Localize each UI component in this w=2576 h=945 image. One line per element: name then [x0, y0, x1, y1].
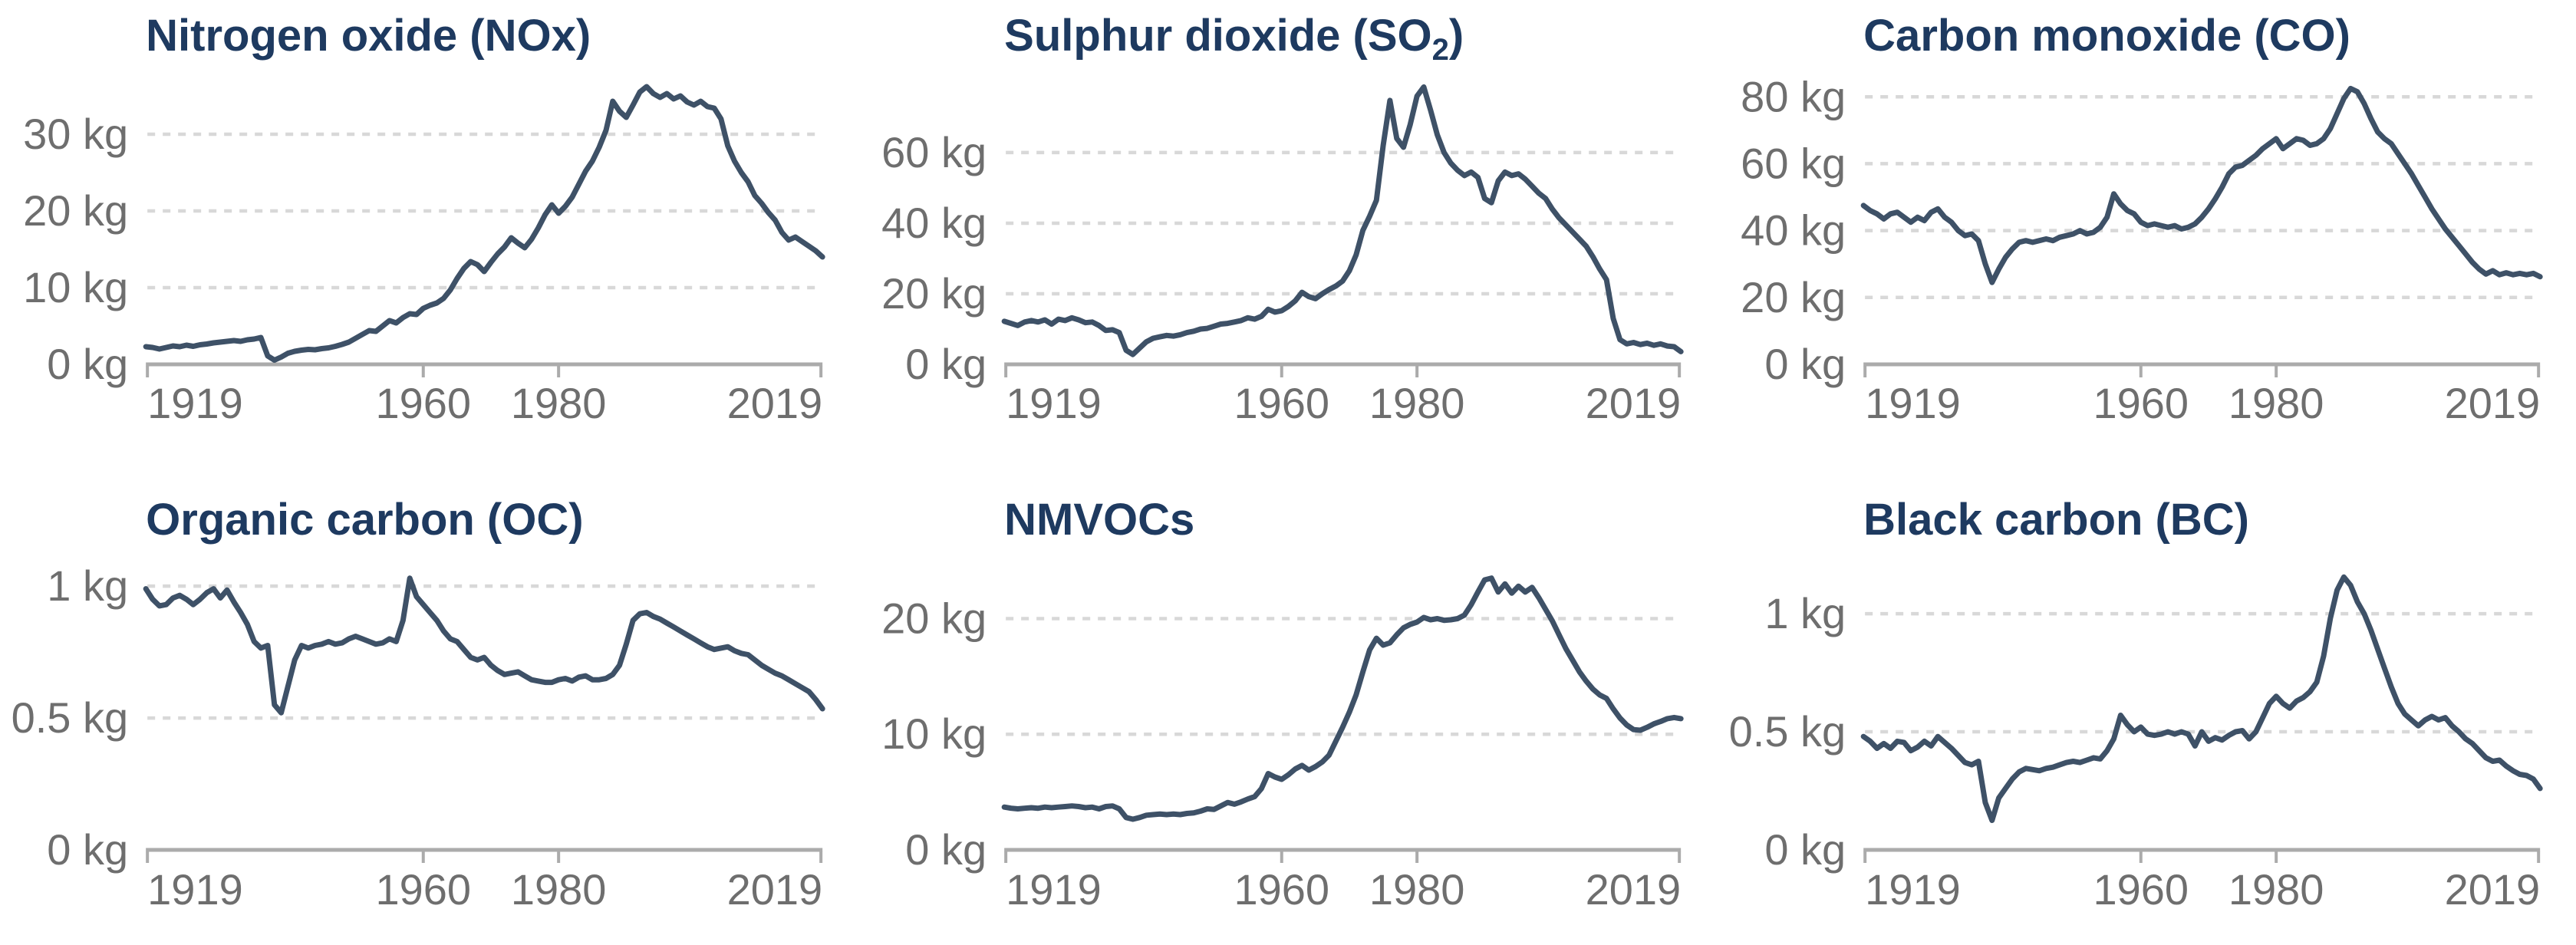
y-tick-label: 60 kg [1741, 139, 1846, 187]
x-tick-label: 1919 [1865, 865, 1961, 914]
x-tick-label: 1919 [1006, 865, 1102, 914]
y-tick-label: 0 kg [1764, 340, 1846, 388]
x-tick-label: 1919 [147, 379, 243, 427]
chart-title: Black carbon (BC) [1863, 495, 2249, 545]
x-tick-label: 1919 [1865, 379, 1961, 427]
x-tick-label: 2019 [1586, 379, 1682, 427]
chart-title: Carbon monoxide (CO) [1863, 11, 2350, 61]
chart-panel-nitrogen-oxide: Nitrogen oxide (NOx) 0 kg 10 kg 20 kg 30 kg… [0, 0, 858, 430]
chart-panel-carbon-monoxide: Carbon monoxide (CO) 0 kg 20 kg 40 kg 60 kg… [1718, 0, 2576, 430]
series-line-bc [1860, 574, 2543, 823]
y-tick-label: 0 kg [1764, 825, 1846, 874]
chart-title: Sulphur dioxide (SO2) [1004, 11, 1464, 67]
plot-area: 0 kg 20 kg 40 kg 60 kg 1919 1960 1980 2019 [881, 84, 1684, 427]
x-tick-label: 1980 [1369, 379, 1465, 427]
y-tick-label: 1 kg [1764, 589, 1846, 637]
sulphur-dioxide-chart: Sulphur dioxide (SO2) 0 kg 20 kg 40 kg 60 k… [881, 11, 1684, 427]
y-tick-label: 10 kg [881, 710, 987, 758]
y-tick-label: 0 kg [47, 340, 128, 388]
series-line-so2 [1001, 84, 1684, 357]
x-tick-label: 2019 [727, 865, 823, 914]
y-tick-label: 40 kg [1741, 206, 1846, 255]
x-tick-label: 1980 [511, 865, 607, 914]
y-tick-label: 40 kg [881, 199, 987, 247]
carbon-monoxide-chart: Carbon monoxide (CO) 0 kg 20 kg 40 kg 60 kg… [1741, 11, 2543, 427]
y-tick-label: 20 kg [881, 594, 987, 643]
x-tick-label: 2019 [2444, 379, 2540, 427]
x-tick-label: 1980 [1369, 865, 1465, 914]
y-tick-label: 20 kg [23, 186, 128, 235]
x-tick-label: 1960 [375, 379, 471, 427]
x-tick-label: 1960 [1234, 865, 1330, 914]
y-tick-label: 60 kg [881, 128, 987, 176]
chart-panel-black-carbon: Black carbon (BC) 0 kg 0.5 kg 1 kg 1919 1960… [1718, 476, 2576, 945]
chart-title: NMVOCs [1004, 495, 1194, 545]
x-tick-label: 1960 [2093, 379, 2189, 427]
organic-carbon-chart: Organic carbon (OC) 0 kg 0.5 kg 1 kg 1919 19… [12, 495, 825, 914]
plot-area: 0 kg 0.5 kg 1 kg 1919 1960 1980 2019 [1728, 574, 2543, 914]
x-tick-label: 1980 [511, 379, 607, 427]
plot-area: 0 kg 10 kg 20 kg 1919 1960 1980 2019 [881, 575, 1684, 914]
x-tick-label: 1960 [375, 865, 471, 914]
x-tick-label: 1980 [2228, 379, 2324, 427]
plot-area: 0 kg 10 kg 20 kg 30 kg 1919 1960 1980 2019 [23, 84, 825, 427]
series-line-oc [143, 575, 825, 716]
y-tick-label: 0 kg [47, 825, 128, 874]
series-line-nmvoc [1001, 575, 1684, 822]
y-tick-label: 10 kg [23, 263, 128, 311]
y-tick-label: 0 kg [906, 340, 987, 388]
x-tick-label: 2019 [1586, 865, 1682, 914]
chart-panel-organic-carbon: Organic carbon (OC) 0 kg 0.5 kg 1 kg 1919 19… [0, 476, 858, 945]
x-tick-label: 1919 [147, 865, 243, 914]
series-line-co [1860, 85, 2543, 285]
series-line-nox [143, 84, 825, 363]
chart-panel-sulphur-dioxide: Sulphur dioxide (SO2) 0 kg 20 kg 40 kg 60 k… [858, 0, 1717, 430]
x-tick-label: 1980 [2228, 865, 2324, 914]
y-tick-label: 30 kg [23, 110, 128, 158]
y-tick-label: 20 kg [1741, 273, 1846, 321]
x-tick-label: 2019 [727, 379, 823, 427]
nmvocs-chart: NMVOCs 0 kg 10 kg 20 kg 1919 1960 1980 2019 [881, 495, 1684, 914]
x-tick-label: 1919 [1006, 379, 1102, 427]
y-tick-label: 0.5 kg [1728, 707, 1846, 756]
chart-title: Organic carbon (OC) [146, 495, 583, 545]
x-tick-label: 1960 [1234, 379, 1330, 427]
chart-title: Nitrogen oxide (NOx) [146, 11, 591, 61]
y-tick-label: 20 kg [881, 269, 987, 318]
nitrogen-oxide-chart: Nitrogen oxide (NOx) 0 kg 10 kg 20 kg 30 kg… [23, 11, 825, 427]
chart-panel-nmvocs: NMVOCs 0 kg 10 kg 20 kg 1919 1960 1980 2019 [858, 476, 1717, 945]
y-tick-label: 1 kg [47, 561, 128, 610]
x-tick-label: 1960 [2093, 865, 2189, 914]
plot-area: 0 kg 20 kg 40 kg 60 kg 80 kg 1919 1960 1980 2019 [1741, 72, 2543, 427]
y-tick-label: 0.5 kg [12, 693, 129, 742]
y-tick-label: 0 kg [906, 825, 987, 874]
y-tick-label: 80 kg [1741, 72, 1846, 120]
black-carbon-chart: Black carbon (BC) 0 kg 0.5 kg 1 kg 1919 1960… [1728, 495, 2543, 914]
x-tick-label: 2019 [2444, 865, 2540, 914]
plot-area: 0 kg 0.5 kg 1 kg 1919 1960 1980 2019 [12, 561, 825, 914]
